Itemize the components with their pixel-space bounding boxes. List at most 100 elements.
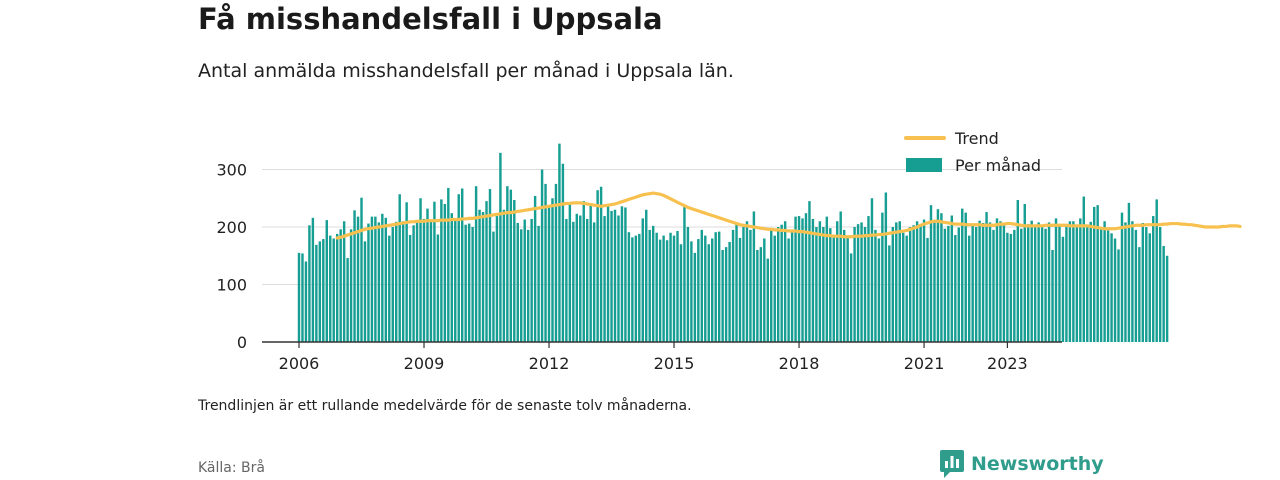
bar xyxy=(638,233,641,342)
bar xyxy=(815,227,818,342)
bar xyxy=(353,210,356,342)
bar xyxy=(547,206,551,343)
bar xyxy=(1023,204,1026,342)
bar xyxy=(558,143,561,342)
bar xyxy=(940,213,943,342)
bar xyxy=(1065,224,1068,342)
bar xyxy=(704,235,707,342)
bar xyxy=(377,222,381,342)
bar xyxy=(922,219,926,342)
bar xyxy=(1165,255,1169,342)
bar xyxy=(860,222,863,342)
bar xyxy=(690,241,693,342)
bar xyxy=(575,213,579,342)
bar xyxy=(655,232,658,342)
bar xyxy=(1117,249,1120,342)
chart-title: Få misshandelsfall i Uppsala xyxy=(198,2,663,36)
bar xyxy=(912,225,915,342)
bar xyxy=(759,247,763,342)
bar xyxy=(1089,221,1092,342)
bar xyxy=(572,221,575,342)
x-tick-label: 2006 xyxy=(279,354,320,373)
bar xyxy=(783,221,787,342)
bar xyxy=(610,210,613,342)
bar xyxy=(1106,230,1110,342)
bar xyxy=(1124,222,1127,342)
bar xyxy=(606,204,610,342)
bar xyxy=(415,221,419,342)
bar xyxy=(1072,221,1075,342)
bar xyxy=(999,221,1002,342)
bar xyxy=(856,224,860,342)
bar xyxy=(978,220,981,342)
bar xyxy=(651,225,655,342)
bar xyxy=(544,183,547,343)
bar xyxy=(488,189,492,342)
bar xyxy=(1040,225,1044,342)
bar xyxy=(825,216,829,342)
source-label: Källa: Brå xyxy=(198,460,265,476)
bar xyxy=(902,232,905,342)
bar xyxy=(620,206,624,342)
bar xyxy=(509,189,513,343)
bar xyxy=(502,209,506,342)
bar-line-chart: 0 100 200 300 2006 2009 2012 2015 2018 2021 2023 T… xyxy=(216,129,1242,373)
x-tick-label: 2012 xyxy=(529,354,570,373)
bar xyxy=(808,201,811,343)
bar xyxy=(888,245,891,342)
bar xyxy=(676,231,679,342)
bar xyxy=(974,227,978,342)
bar xyxy=(641,218,644,342)
bar xyxy=(1002,224,1006,342)
bar-chart-icon xyxy=(940,450,964,478)
bar xyxy=(672,235,676,342)
bar xyxy=(1082,196,1085,342)
bar xyxy=(565,218,568,342)
newsworthy-logo[interactable]: Newsworthy xyxy=(940,450,1104,478)
bar xyxy=(381,213,384,342)
bar xyxy=(1096,205,1099,342)
bar xyxy=(822,227,825,342)
bar xyxy=(579,215,582,342)
bar xyxy=(304,261,308,342)
bar xyxy=(1009,233,1013,342)
bar xyxy=(474,186,478,342)
bar xyxy=(342,221,346,342)
bar xyxy=(895,222,898,342)
bar xyxy=(961,208,964,342)
bar xyxy=(481,212,485,342)
bar xyxy=(891,227,895,342)
bar xyxy=(589,204,592,342)
bar xyxy=(662,235,665,342)
bar xyxy=(801,218,804,342)
bar xyxy=(1138,247,1141,342)
bar xyxy=(1103,221,1106,342)
bar xyxy=(384,217,388,342)
bar xyxy=(526,229,530,342)
bar xyxy=(1030,220,1033,342)
bar xyxy=(426,208,429,342)
bar xyxy=(773,235,776,342)
bar xyxy=(1044,228,1047,342)
bar xyxy=(780,224,783,342)
x-tick-label: 2021 xyxy=(904,354,945,373)
bar xyxy=(707,244,710,342)
bar xyxy=(645,209,648,342)
bar xyxy=(318,241,322,342)
bar xyxy=(863,227,867,342)
bar xyxy=(683,205,686,342)
bar xyxy=(731,229,735,342)
bar xyxy=(711,238,714,342)
bar xyxy=(908,227,912,342)
bar xyxy=(617,215,620,342)
bar xyxy=(665,240,669,342)
bar xyxy=(568,204,572,342)
bar xyxy=(471,227,474,342)
bar xyxy=(1134,229,1138,342)
bar xyxy=(460,188,464,342)
bar xyxy=(846,235,849,342)
bar xyxy=(520,229,523,342)
bar xyxy=(329,235,332,342)
bar xyxy=(905,235,908,342)
bar xyxy=(728,241,731,342)
